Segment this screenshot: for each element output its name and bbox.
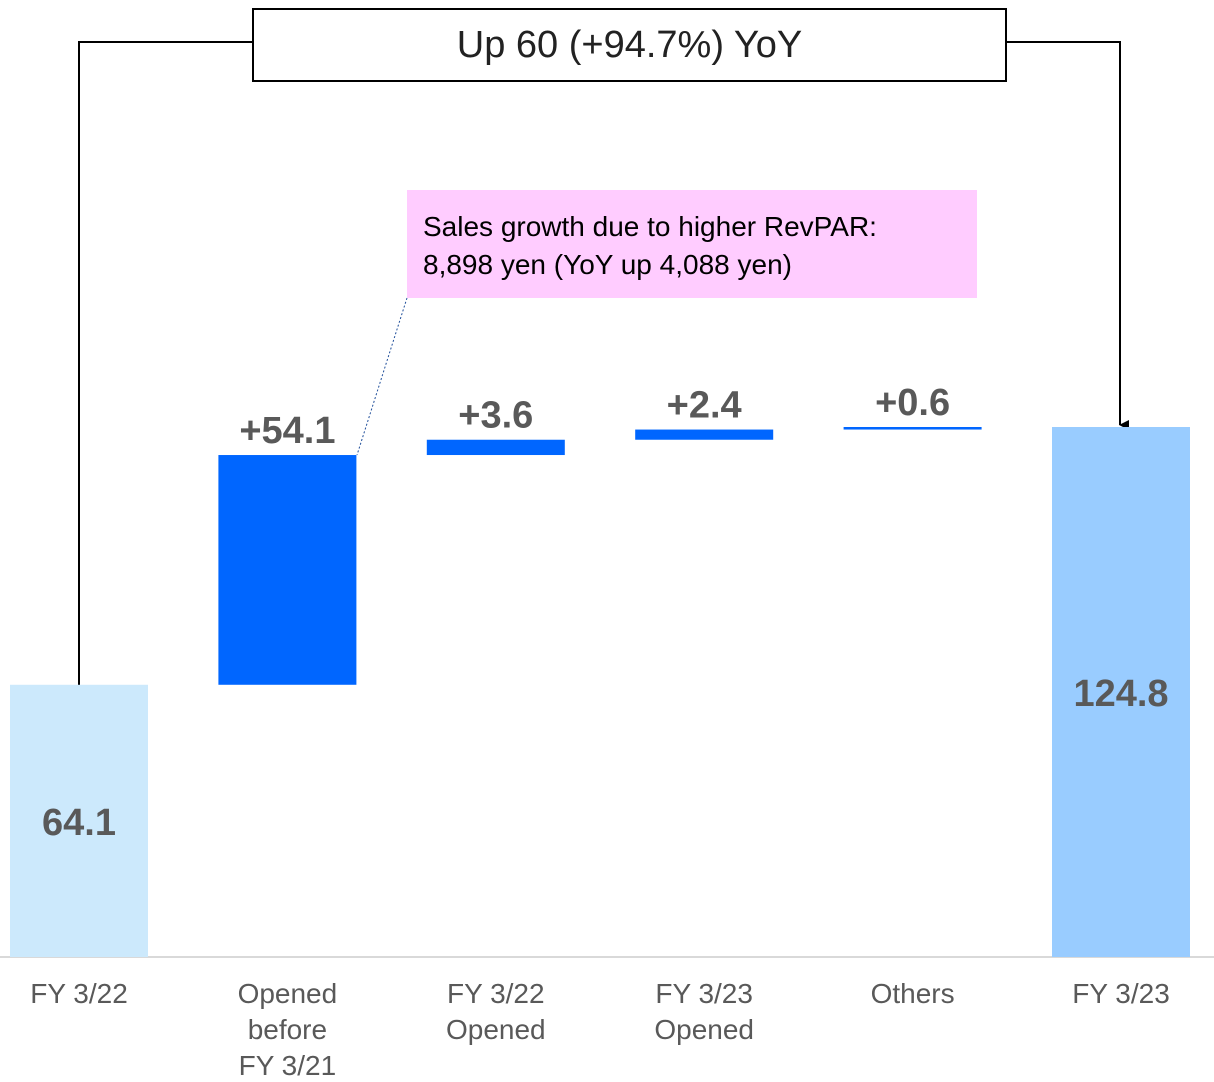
- x-tick-label: FY 3/23 Opened: [654, 978, 754, 1045]
- value-label: +3.6: [458, 395, 533, 437]
- x-tick-label: FY 3/22: [30, 978, 128, 1009]
- value-label: +54.1: [239, 410, 335, 452]
- bar: [10, 684, 148, 957]
- callout: Sales growth due to higher RevPAR: 8,898…: [407, 190, 977, 298]
- bar: [635, 429, 774, 440]
- value-label: +2.4: [667, 385, 742, 427]
- value-label: 124.8: [1073, 673, 1168, 715]
- bar: [1052, 427, 1190, 957]
- connector-arrow: [1007, 41, 1129, 430]
- connector: [78, 41, 252, 685]
- x-tick-label: FY 3/22 Opened: [445, 978, 546, 1045]
- value-label: 64.1: [42, 802, 116, 844]
- bar: [218, 455, 357, 685]
- x-tick-label: FY 3/23: [1072, 978, 1170, 1009]
- x-tick-label: Opened before FY 3/21: [237, 978, 338, 1081]
- x-tick-label: Others: [870, 978, 955, 1009]
- bar: [843, 427, 982, 430]
- callout-leader: [356, 297, 408, 456]
- yoy-annotation: Up 60 (+94.7%) YoY: [252, 8, 1007, 82]
- value-label: +0.6: [875, 382, 950, 424]
- bar: [426, 439, 565, 456]
